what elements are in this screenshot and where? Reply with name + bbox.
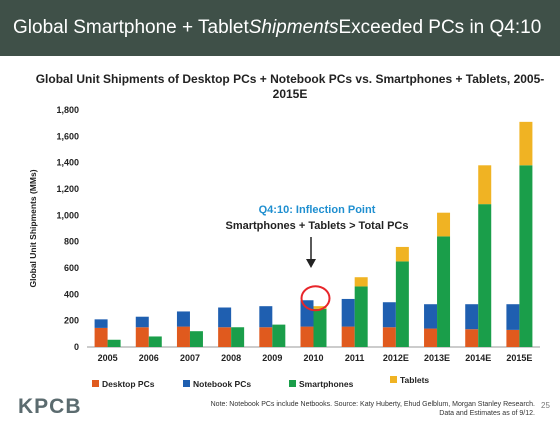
bar-segment <box>189 331 203 347</box>
y-tick-label: 800 <box>64 237 79 247</box>
x-tick-label: 2015E <box>506 353 532 363</box>
bar-segment <box>382 327 396 347</box>
x-tick-label: 2010 <box>303 353 323 363</box>
slide-title-banner: Global Smartphone + Tablet Shipments Exc… <box>0 0 560 56</box>
slide-title-part1: Global Smartphone + Tablet <box>13 17 249 38</box>
y-tick-label: 600 <box>64 263 79 273</box>
inflection-circle <box>300 285 331 312</box>
bar-segment <box>231 327 245 347</box>
x-tick-label: 2013E <box>424 353 450 363</box>
bar-segment <box>519 165 533 347</box>
legend-label: Tablets <box>400 375 429 385</box>
bar-segment <box>354 286 368 347</box>
bar-segment <box>437 236 451 347</box>
y-tick-label: 200 <box>64 316 79 326</box>
bar-segment <box>176 326 190 347</box>
bar-segment <box>148 336 162 347</box>
x-tick-label: 2007 <box>180 353 200 363</box>
legend-label: Desktop PCs <box>102 379 155 389</box>
x-tick-label: 2008 <box>221 353 241 363</box>
bar-segment <box>218 307 232 328</box>
legend-label: Notebook PCs <box>193 379 251 389</box>
y-tick-label: 1,800 <box>56 105 79 115</box>
annotation-arrow-head <box>306 259 316 268</box>
bar-segment <box>395 246 409 262</box>
legend-swatch <box>183 380 190 387</box>
bar-segment <box>259 306 273 328</box>
slide-title-part2: Exceeded PCs in Q4:10 <box>338 17 542 38</box>
bar-segment <box>437 212 451 237</box>
legend-swatch <box>289 380 296 387</box>
bar-segment <box>465 304 479 330</box>
bar-segment <box>300 326 314 347</box>
bar-segment <box>272 324 286 347</box>
y-tick-label: 400 <box>64 289 79 299</box>
bar-segment <box>94 319 108 328</box>
kpcb-logo: KPCB <box>18 395 82 418</box>
y-tick-label: 0 <box>74 342 79 352</box>
bar-segment <box>313 306 327 309</box>
bar-segment <box>382 302 396 328</box>
bar-segment <box>478 204 492 347</box>
legend-label: Smartphones <box>299 379 354 389</box>
y-tick-label: 1,000 <box>56 210 79 220</box>
bar-segment <box>300 300 314 327</box>
y-tick-label: 1,600 <box>56 131 79 141</box>
source-note-line2: Data and Estimates as of 9/12. <box>439 410 535 417</box>
bar-segment <box>313 308 327 347</box>
bar-segment <box>424 304 438 329</box>
y-tick-label: 1,400 <box>56 158 79 168</box>
bar-segment <box>94 327 108 347</box>
annotation-line2: Smartphones + Tablets > Total PCs <box>226 220 409 232</box>
bar-segment <box>341 326 355 347</box>
x-tick-label: 2009 <box>262 353 282 363</box>
bar-segment <box>478 165 492 205</box>
y-tick-label: 1,200 <box>56 184 79 194</box>
bar-segment <box>506 304 520 330</box>
bar-segment <box>465 329 479 347</box>
bar-segment <box>218 327 232 347</box>
x-tick-label: 2011 <box>345 353 365 363</box>
bar-segment <box>341 298 355 327</box>
x-tick-label: 2005 <box>98 353 118 363</box>
bar-segment <box>519 121 533 166</box>
slide-title-italic: Shipments <box>248 17 339 38</box>
y-axis-label: Global Unit Shipments (MMs) <box>28 169 38 287</box>
x-tick-label: 2006 <box>139 353 159 363</box>
chart-title: Global Unit Shipments of Desktop PCs + N… <box>35 72 545 101</box>
x-tick-label: 2014E <box>465 353 491 363</box>
bar-segment <box>354 277 368 287</box>
bar-segment <box>259 327 273 347</box>
page-number: 25 <box>541 401 550 410</box>
bar-segment <box>506 329 520 347</box>
x-tick-label: 2012E <box>383 353 409 363</box>
annotation-line1: Q4:10: Inflection Point <box>259 204 376 216</box>
legend-swatch <box>390 376 397 383</box>
bar-segment <box>395 261 409 347</box>
bar-segment <box>424 328 438 347</box>
source-note-line1: Note: Notebook PCs include Netbooks. Sou… <box>210 401 535 408</box>
source-note: Note: Notebook PCs include Netbooks. Sou… <box>205 400 535 418</box>
bar-segment <box>135 316 149 328</box>
bar-segment <box>135 327 149 347</box>
legend-swatch <box>92 380 99 387</box>
bar-segment <box>107 339 121 347</box>
bar-segment <box>176 311 190 327</box>
